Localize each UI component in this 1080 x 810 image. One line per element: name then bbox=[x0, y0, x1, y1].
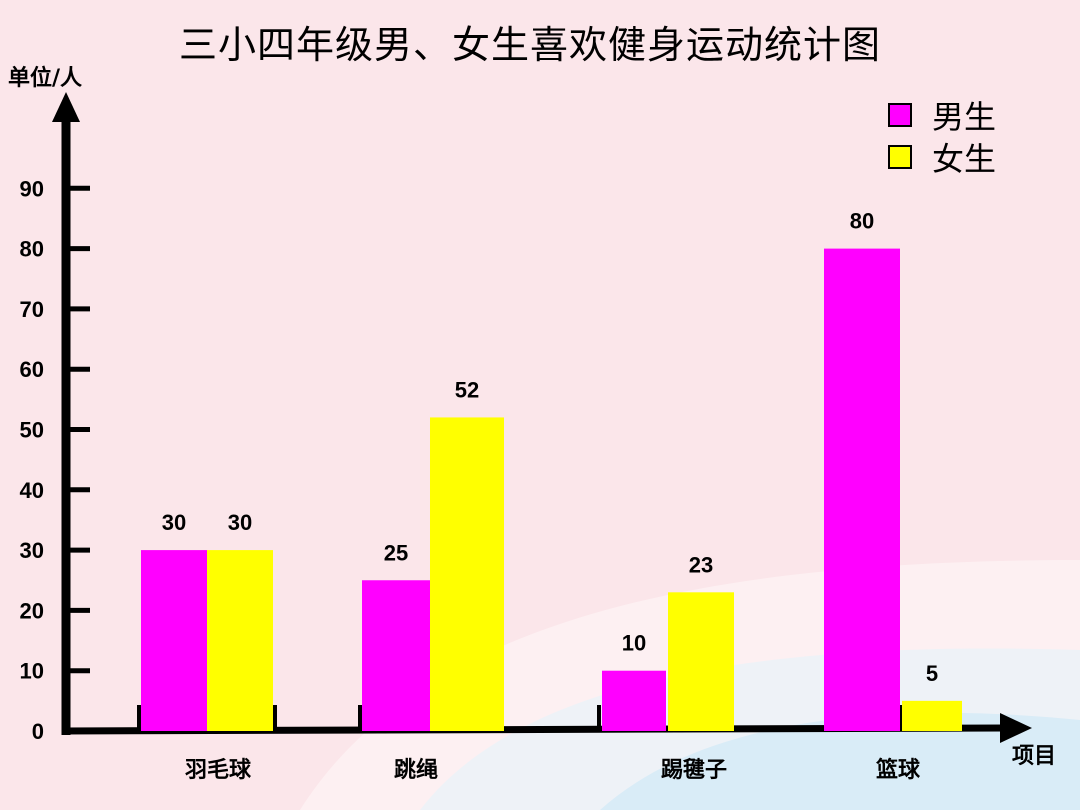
x-axis-arrow bbox=[1000, 713, 1032, 743]
bar-0-1 bbox=[207, 550, 273, 731]
y-tick-label-50: 50 bbox=[20, 418, 44, 443]
bar-value-label-0-0: 30 bbox=[162, 510, 186, 535]
legend-item-boys: 男生 bbox=[888, 94, 996, 136]
x-axis-label: 项目 bbox=[1012, 744, 1057, 769]
y-tick-label-40: 40 bbox=[20, 478, 44, 503]
y-axis-label: 单位/人 bbox=[8, 66, 83, 91]
legend-swatch-boys bbox=[888, 103, 912, 127]
legend-item-girls: 女生 bbox=[888, 136, 996, 178]
bar-value-label-1-0: 25 bbox=[384, 540, 408, 565]
bar-1-0 bbox=[362, 580, 430, 731]
y-tick-label-70: 70 bbox=[20, 297, 44, 322]
x-category-label-3: 篮球 bbox=[875, 757, 921, 783]
y-tick-label-80: 80 bbox=[20, 237, 44, 262]
chart-title: 三小四年级男、女生喜欢健身运动统计图 bbox=[178, 23, 881, 67]
bar-3-1 bbox=[902, 700, 962, 731]
bar-0-0 bbox=[141, 550, 207, 731]
bar-2-1 bbox=[668, 592, 734, 731]
bar-value-label-2-1: 23 bbox=[689, 552, 713, 577]
bar-value-label-1-1: 52 bbox=[455, 377, 479, 402]
legend-swatch-girls bbox=[888, 145, 912, 169]
bar-value-label-0-1: 30 bbox=[228, 510, 252, 535]
legend: 男生 女生 bbox=[888, 94, 996, 178]
bar-3-0 bbox=[824, 248, 900, 731]
bar-value-label-3-0: 80 bbox=[850, 209, 874, 234]
y-axis-arrow bbox=[52, 92, 80, 122]
x-category-label-1: 跳绳 bbox=[394, 757, 438, 783]
x-category-label-0: 羽毛球 bbox=[185, 758, 252, 783]
legend-label-girls: 女生 bbox=[932, 140, 997, 178]
bar-2-0 bbox=[602, 670, 666, 731]
x-category-label-2: 踢毽子 bbox=[661, 758, 727, 783]
y-tick-label-20: 20 bbox=[20, 598, 44, 623]
bar-1-1 bbox=[430, 417, 504, 731]
bar-value-label-3-1: 5 bbox=[926, 661, 938, 686]
bar-value-label-2-0: 10 bbox=[622, 631, 646, 656]
y-tick-label-0: 0 bbox=[32, 719, 44, 744]
y-tick-label-30: 30 bbox=[20, 538, 44, 563]
y-tick-label-10: 10 bbox=[20, 659, 44, 684]
y-tick-label-60: 60 bbox=[20, 357, 44, 382]
legend-label-boys: 男生 bbox=[932, 98, 997, 136]
y-tick-label-90: 90 bbox=[20, 176, 44, 201]
